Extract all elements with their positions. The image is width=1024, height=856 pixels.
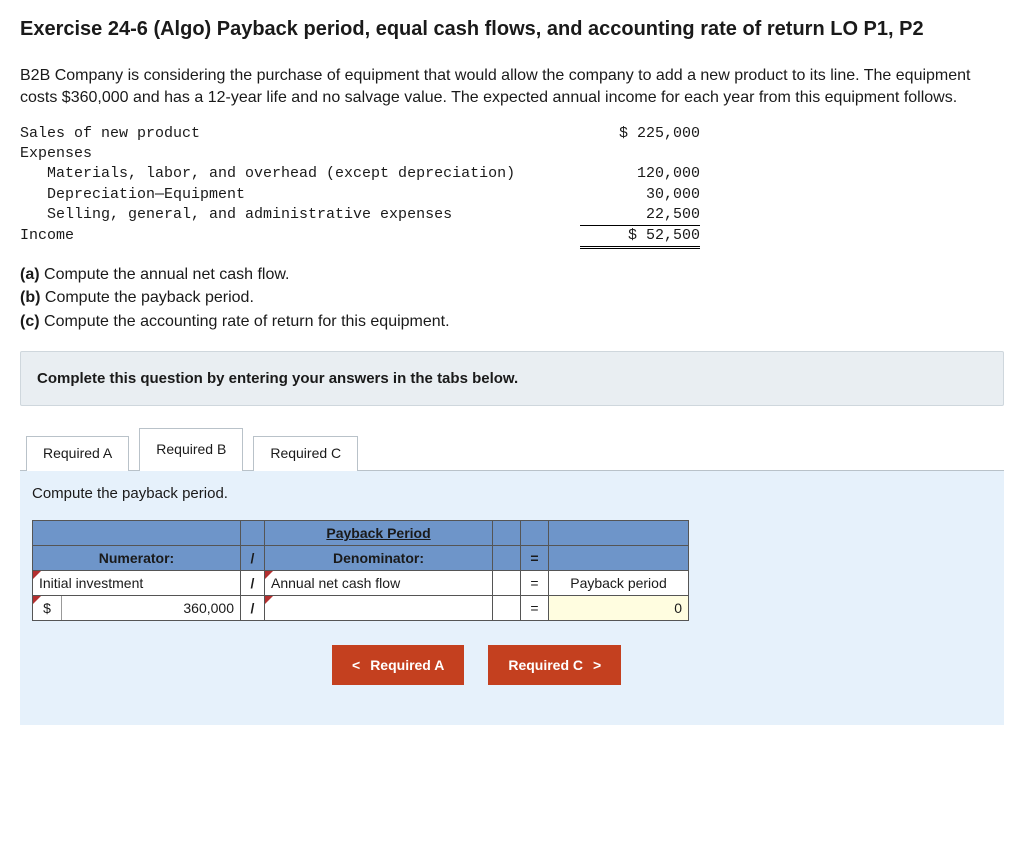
slash-header: / [241,545,265,570]
equals-header: = [521,545,549,570]
denominator-value-cell[interactable] [265,595,493,620]
result-value-cell: 0 [549,595,689,620]
denominator-label-cell[interactable]: Annual net cash flow [265,570,493,595]
tab-required-c[interactable]: Required C [253,436,358,471]
numerator-value-cell[interactable]: $ 360,000 [33,595,241,620]
prev-button-label: Required A [370,657,444,673]
instruction-bar: Complete this question by entering your … [20,351,1004,406]
tab-subtitle: Compute the payback period. [32,485,992,502]
sales-label: Sales of new product [20,124,580,144]
materials-label: Materials, labor, and overhead (except d… [20,164,580,184]
question-parts: (a) Compute the annual net cash flow. (b… [20,263,1004,333]
depreciation-label: Depreciation—Equipment [20,185,580,205]
expenses-label: Expenses [20,144,580,164]
part-a: (a) Compute the annual net cash flow. [20,266,290,283]
tabs: Required A Required B Required C [20,428,1004,471]
tab-required-a[interactable]: Required A [26,436,129,471]
table-title: Payback Period [265,520,493,545]
chevron-left-icon: < [352,657,360,673]
income-value: $ 52,500 [580,226,700,249]
numerator-header: Numerator: [33,545,241,570]
prev-button[interactable]: < Required A [332,645,464,685]
next-button[interactable]: Required C > [488,645,621,685]
income-statement: Sales of new product $ 225,000 Expenses … [20,124,820,250]
page-title: Exercise 24-6 (Algo) Payback period, equ… [20,16,1004,43]
payback-table: Payback Period Numerator: / Denominator:… [32,520,689,621]
depreciation-value: 30,000 [580,185,700,205]
result-label-cell: Payback period [549,570,689,595]
sales-value: $ 225,000 [580,124,700,144]
tab-panel: Compute the payback period. Payback Peri… [20,470,1004,725]
problem-text: B2B Company is considering the purchase … [20,65,1004,110]
part-c: (c) Compute the accounting rate of retur… [20,313,450,330]
part-b: (b) Compute the payback period. [20,289,254,306]
income-label: Income [20,226,580,249]
denominator-header: Denominator: [265,545,493,570]
sga-label: Selling, general, and administrative exp… [20,205,580,226]
next-button-label: Required C [508,657,583,673]
chevron-right-icon: > [593,657,601,673]
tab-required-b[interactable]: Required B [139,428,243,471]
materials-value: 120,000 [580,164,700,184]
sga-value: 22,500 [580,205,700,226]
numerator-label-cell[interactable]: Initial investment [33,570,241,595]
numerator-value[interactable]: 360,000 [61,596,240,620]
currency-label: $ [33,596,61,620]
nav-buttons: < Required A Required C > [332,645,992,685]
